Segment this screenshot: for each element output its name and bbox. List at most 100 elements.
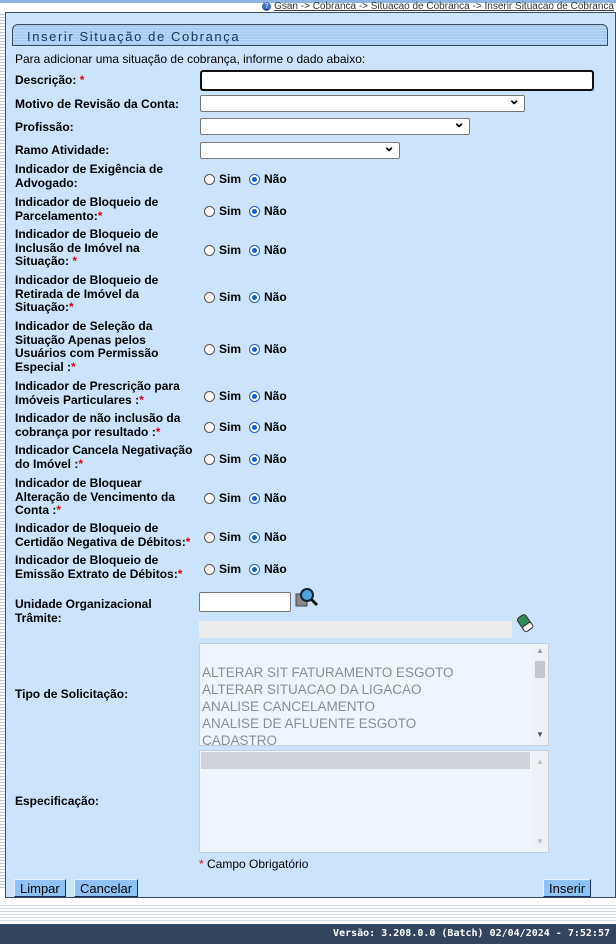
- radio-nao-label[interactable]: Não: [264, 452, 287, 466]
- profissao-select[interactable]: [200, 114, 470, 135]
- profissao-label: Profissão:: [15, 120, 74, 134]
- indicator-radio-group: Sim Não: [204, 204, 287, 218]
- version-footer: Versão: 3.208.0.0 (Batch) 02/04/2024 - 7…: [0, 924, 616, 944]
- radio-sim[interactable]: [204, 244, 215, 256]
- radio-sim-label[interactable]: Sim: [219, 530, 242, 544]
- scrollbar[interactable]: ▲ ▼: [532, 751, 548, 852]
- especificacao-list[interactable]: ▲ ▼: [199, 750, 549, 853]
- indicator-label: Indicador de Bloqueio de Parcelamento:*: [15, 195, 159, 223]
- scrollbar[interactable]: ▲ ▼: [532, 644, 548, 745]
- tipo-option[interactable]: ALTERAR SITUACAO DA LIGACAO: [202, 682, 422, 697]
- radio-nao-label[interactable]: Não: [264, 243, 287, 257]
- radio-nao[interactable]: [249, 492, 261, 504]
- cancelar-button[interactable]: Cancelar: [74, 879, 139, 897]
- radio-sim[interactable]: [204, 390, 215, 402]
- indicator-label: Indicador de Bloqueio de Inclusão de Imó…: [15, 227, 159, 268]
- indicator-label: Indicador de Prescrição para Imóveis Par…: [15, 379, 180, 407]
- indicator-radio-group: Sim Não: [204, 342, 287, 356]
- radio-sim[interactable]: [204, 291, 215, 303]
- radio-sim-label[interactable]: Sim: [219, 452, 242, 466]
- tipo-label: Tipo de Solicitação:: [15, 687, 129, 701]
- motivo-label: Motivo de Revisão da Conta:: [15, 97, 180, 111]
- radio-sim-label[interactable]: Sim: [219, 491, 242, 505]
- indicator-label: Indicador de Bloqueio de Certidão Negati…: [15, 521, 191, 549]
- radio-sim-label[interactable]: Sim: [219, 243, 242, 257]
- radio-sim[interactable]: [204, 453, 215, 465]
- radio-nao-label[interactable]: Não: [264, 562, 287, 576]
- indicator-label: Indicador Cancela Negativação do Imóvel …: [15, 443, 193, 471]
- unidade-label: Unidade Organizacional Trâmite:: [15, 597, 152, 625]
- radio-nao[interactable]: [249, 563, 261, 575]
- breadcrumb-text[interactable]: Gsan -> Cobranca -> Situacao de Cobranca…: [274, 1, 614, 12]
- radio-sim-label[interactable]: Sim: [219, 172, 242, 186]
- especificacao-label: Especificação:: [15, 794, 100, 808]
- indicator-radio-group: Sim Não: [204, 562, 287, 576]
- radio-sim[interactable]: [204, 531, 215, 543]
- left-stripe: [0, 12, 5, 890]
- intro-text: Para adicionar uma situação de cobrança,…: [15, 52, 366, 66]
- radio-nao-label[interactable]: Não: [264, 530, 287, 544]
- tipo-option[interactable]: CADASTRO: [202, 733, 278, 748]
- radio-sim-label[interactable]: Sim: [219, 420, 242, 434]
- unidade-input[interactable]: [199, 592, 291, 612]
- radio-nao[interactable]: [249, 390, 261, 402]
- radio-sim[interactable]: [204, 421, 215, 433]
- radio-nao[interactable]: [249, 205, 261, 217]
- help-icon[interactable]: ?: [262, 2, 272, 11]
- descricao-label: Descrição: *: [15, 73, 85, 87]
- descricao-input[interactable]: [200, 70, 594, 91]
- indicator-label: Indicador de Bloqueio de Emissão Extrato…: [15, 553, 183, 581]
- radio-nao[interactable]: [249, 453, 261, 465]
- radio-sim-label[interactable]: Sim: [219, 562, 242, 576]
- radio-nao[interactable]: [249, 343, 261, 355]
- indicator-radio-group: Sim Não: [204, 389, 287, 403]
- radio-nao[interactable]: [249, 173, 261, 185]
- indicator-label: Indicador de Exigência de Advogado:: [15, 162, 164, 190]
- radio-sim[interactable]: [204, 205, 215, 217]
- indicator-label: Indicador de não inclusão da cobrança po…: [15, 411, 181, 439]
- indicator-radio-group: Sim Não: [204, 290, 287, 304]
- indicator-label: Indicador de Bloqueio de Retirada de Imó…: [15, 273, 159, 314]
- ramo-select[interactable]: [200, 138, 400, 159]
- indicator-radio-group: Sim Não: [204, 530, 287, 544]
- tipo-option[interactable]: [202, 647, 548, 664]
- radio-sim[interactable]: [204, 563, 215, 575]
- tipo-option[interactable]: ANALISE CANCELAMENTO: [202, 699, 376, 714]
- breadcrumb[interactable]: ? Gsan -> Cobranca -> Situacao de Cobranc…: [262, 1, 614, 12]
- tipo-option[interactable]: ANALISE DE AFLUENTE ESGOTO: [202, 716, 417, 731]
- radio-nao-label[interactable]: Não: [264, 342, 287, 356]
- required-note: * Campo Obrigatório: [199, 857, 309, 871]
- radio-nao[interactable]: [249, 291, 261, 303]
- radio-sim-label[interactable]: Sim: [219, 290, 242, 304]
- radio-sim[interactable]: [204, 173, 215, 185]
- radio-nao[interactable]: [249, 421, 261, 433]
- radio-nao[interactable]: [249, 244, 261, 256]
- radio-nao-label[interactable]: Não: [264, 204, 287, 218]
- unidade-description: [199, 621, 512, 638]
- tipo-option[interactable]: ALTERAR SIT FATURAMENTO ESGOTO: [202, 665, 454, 680]
- radio-nao[interactable]: [249, 531, 261, 543]
- indicator-radio-group: Sim Não: [204, 243, 287, 257]
- search-icon[interactable]: [295, 587, 319, 609]
- especificacao-selected-empty[interactable]: [201, 752, 530, 769]
- radio-sim-label[interactable]: Sim: [219, 204, 242, 218]
- tipo-solicitacao-list[interactable]: ALTERAR SIT FATURAMENTO ESGOTO ALTERAR SI…: [199, 643, 549, 748]
- radio-nao-label[interactable]: Não: [264, 389, 287, 403]
- motivo-select[interactable]: [200, 91, 525, 112]
- eraser-icon[interactable]: [515, 613, 535, 633]
- radio-nao-label[interactable]: Não: [264, 290, 287, 304]
- radio-nao-label[interactable]: Não: [264, 172, 287, 186]
- inserir-button[interactable]: Inserir: [543, 879, 592, 897]
- radio-sim[interactable]: [204, 492, 215, 504]
- indicator-radio-group: Sim Não: [204, 172, 287, 186]
- indicator-label: Indicador de Seleção da Situação Apenas …: [15, 319, 159, 374]
- radio-sim-label[interactable]: Sim: [219, 389, 242, 403]
- limpar-button[interactable]: Limpar: [14, 879, 66, 897]
- page-title: Inserir Situação de Cobrança: [12, 24, 608, 46]
- radio-nao-label[interactable]: Não: [264, 491, 287, 505]
- indicator-radio-group: Sim Não: [204, 420, 287, 434]
- radio-nao-label[interactable]: Não: [264, 420, 287, 434]
- top-bar: [0, 0, 616, 3]
- radio-sim-label[interactable]: Sim: [219, 342, 242, 356]
- radio-sim[interactable]: [204, 343, 215, 355]
